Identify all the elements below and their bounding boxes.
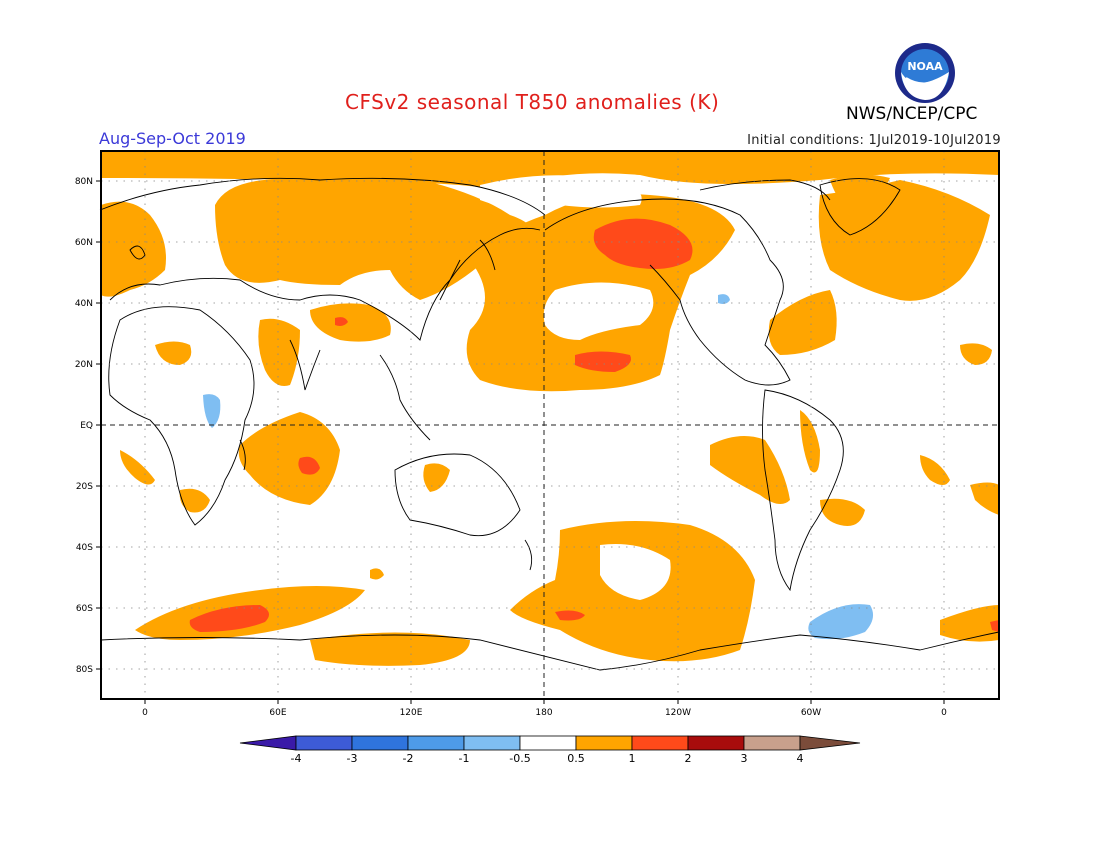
colorbar-segment bbox=[407, 735, 465, 751]
longitude-labels: 0 60E 120E 180 120W 60W 0 bbox=[142, 708, 947, 718]
colorbar-labels: -4 -3 -2 -1 -0.5 0.5 1 2 3 4 bbox=[291, 752, 804, 765]
agency-label: NWS/NCEP/CPC bbox=[846, 104, 978, 124]
graticule bbox=[101, 151, 999, 699]
colorbar-label: -3 bbox=[347, 752, 358, 765]
coastlines bbox=[99, 177, 1000, 671]
lat-label: 40N bbox=[75, 299, 93, 309]
colorbar-label: 3 bbox=[741, 752, 748, 765]
lat-label: EQ bbox=[80, 421, 93, 431]
colorbar-segment bbox=[351, 735, 409, 751]
lon-label: 120W bbox=[665, 708, 691, 718]
noaa-logo-text: NOAA bbox=[907, 60, 943, 73]
colorbar-label: -0.5 bbox=[509, 752, 530, 765]
lon-label: 60E bbox=[269, 708, 286, 718]
lon-label: 0 bbox=[142, 708, 148, 718]
colorbar-segment bbox=[519, 735, 577, 751]
lon-label: 0 bbox=[941, 708, 947, 718]
colorbar-label: 2 bbox=[685, 752, 692, 765]
neutral-regions bbox=[480, 175, 671, 600]
lon-label: 60W bbox=[801, 708, 821, 718]
initial-conditions-label: Initial conditions: 1Jul2019-10Jul2019 bbox=[747, 133, 1001, 148]
lat-label: 60S bbox=[76, 604, 93, 614]
anomaly-regions-strong bbox=[189, 218, 999, 632]
reference-lines bbox=[101, 151, 999, 699]
colorbar bbox=[239, 735, 861, 751]
colorbar-label: -4 bbox=[291, 752, 302, 765]
colorbar-segment bbox=[295, 735, 353, 751]
lat-label: 60N bbox=[75, 238, 93, 248]
lat-label: 40S bbox=[76, 543, 93, 553]
lat-label: 80S bbox=[76, 665, 93, 675]
anomaly-regions-positive bbox=[101, 151, 999, 666]
colorbar-label: -1 bbox=[459, 752, 470, 765]
lon-label: 180 bbox=[535, 708, 552, 718]
colorbar-segment bbox=[743, 735, 801, 751]
colorbar-label: 1 bbox=[629, 752, 636, 765]
lat-label: 80N bbox=[75, 177, 93, 187]
lon-label: 120E bbox=[400, 708, 423, 718]
lat-label: 20S bbox=[76, 482, 93, 492]
colorbar-segment bbox=[631, 735, 689, 751]
colorbar-segment bbox=[463, 735, 521, 751]
lat-label: 20N bbox=[75, 360, 93, 370]
colorbar-segment bbox=[687, 735, 745, 751]
tick-marks bbox=[96, 180, 945, 704]
noaa-logo: NOAA bbox=[895, 43, 955, 103]
colorbar-segment bbox=[575, 735, 633, 751]
colorbar-label: 0.5 bbox=[567, 752, 585, 765]
colorbar-left-arrow bbox=[239, 735, 297, 751]
colorbar-right-arrow bbox=[799, 735, 861, 751]
colorbar-label: -2 bbox=[403, 752, 414, 765]
anomaly-regions-negative bbox=[203, 294, 874, 640]
colorbar-label: 4 bbox=[797, 752, 804, 765]
season-label: Aug-Sep-Oct 2019 bbox=[99, 129, 246, 148]
latitude-labels: 80N 60N 40N 20N EQ 20S 40S 60S 80S bbox=[75, 177, 93, 675]
map-title: CFSv2 seasonal T850 anomalies (K) bbox=[345, 90, 720, 114]
